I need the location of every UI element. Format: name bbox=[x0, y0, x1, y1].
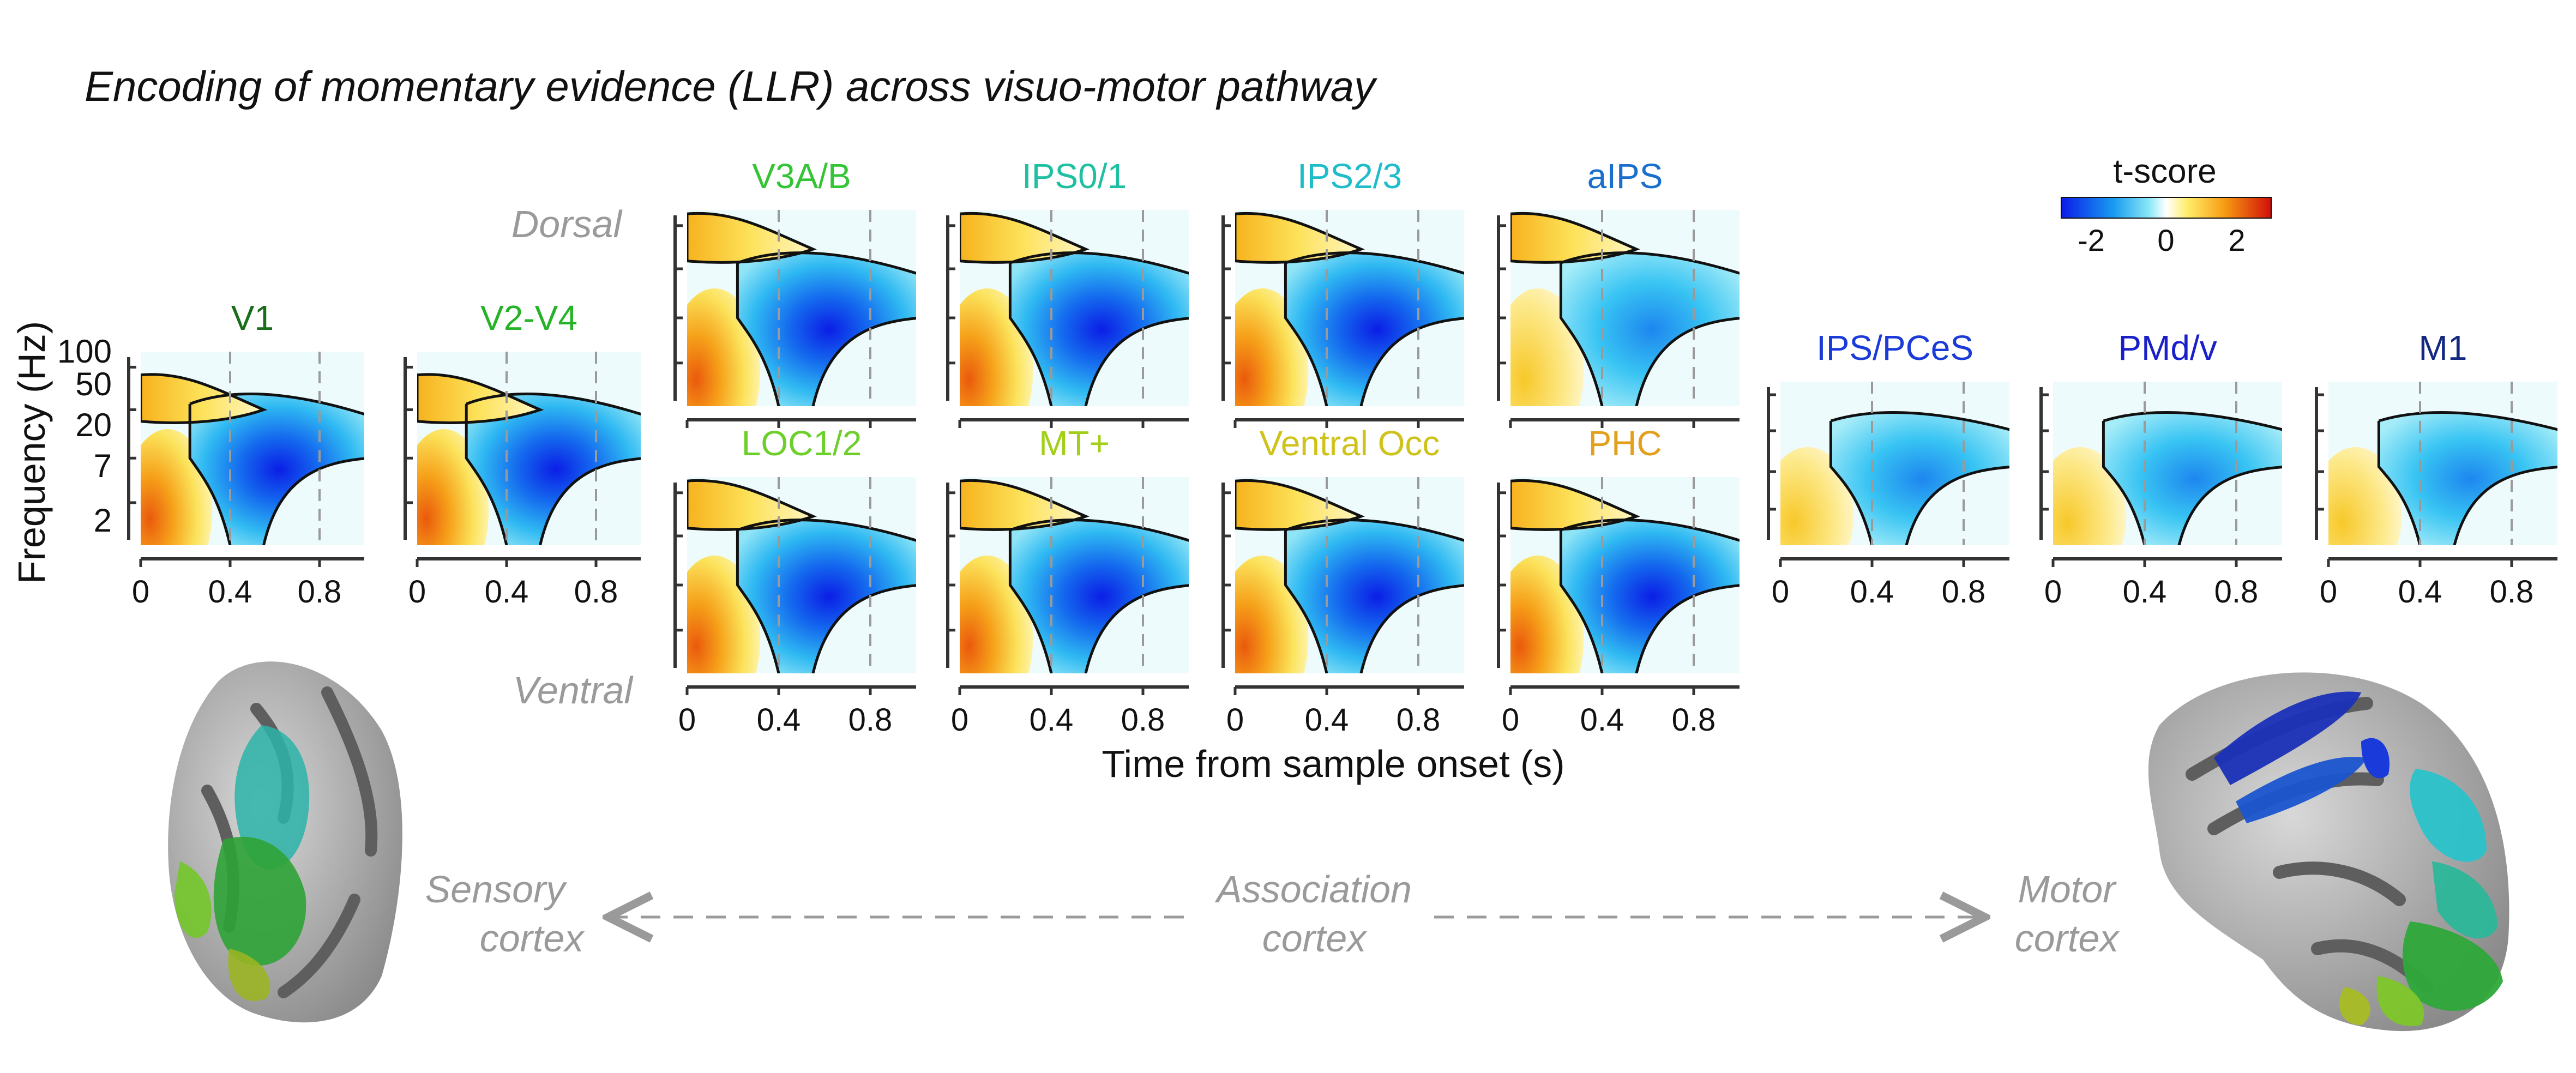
tf-map-phc bbox=[1510, 477, 1740, 673]
sensory-line2: cortex bbox=[480, 917, 586, 960]
x-tick-v2v4-0: 0 bbox=[408, 574, 426, 610]
brain-right-illustration bbox=[2148, 672, 2509, 1032]
colorbar-gradient bbox=[2061, 197, 2272, 219]
panel-title-pmdv: PMd/v bbox=[2118, 328, 2217, 367]
tf-map-ipspces bbox=[1780, 382, 2009, 545]
panel-mt: 0 0.4 0.8 MT+ bbox=[946, 424, 1189, 738]
x-tick-mt-2: 0.8 bbox=[1121, 702, 1165, 738]
x-tick-ventocc-2: 0.8 bbox=[1397, 702, 1441, 738]
x-tick-v2v4-1: 0.4 bbox=[485, 574, 529, 610]
x-tick-phc-0: 0 bbox=[1502, 702, 1519, 738]
x-tick-v1-0: 0 bbox=[132, 574, 149, 610]
x-tick-phc-1: 0.4 bbox=[1580, 702, 1624, 738]
tf-map-mt bbox=[960, 477, 1189, 673]
panel-title-ips23: IPS2/3 bbox=[1297, 156, 1402, 196]
y-tick-50: 50 bbox=[75, 366, 112, 402]
x-axis-label: Time from sample onset (s) bbox=[1102, 743, 1564, 785]
panel-ips23: IPS2/3 bbox=[1221, 156, 1464, 428]
association-line1: Association bbox=[1214, 868, 1412, 911]
panel-phc: 0 0.4 0.8 PHC bbox=[1497, 424, 1740, 738]
ventral-label: Ventral bbox=[513, 669, 634, 712]
x-tick-loc12-0: 0 bbox=[678, 702, 696, 738]
y-axis-label: Frequency (Hz) bbox=[10, 321, 53, 584]
x-tick-pmdv-0: 0 bbox=[2044, 574, 2062, 610]
colorbar-tick-0: 0 bbox=[2157, 223, 2174, 257]
motor-line2: cortex bbox=[2015, 917, 2121, 960]
x-tick-mt-0: 0 bbox=[951, 702, 968, 738]
panel-ips01: IPS0/1 bbox=[946, 156, 1189, 428]
panel-title-ventocc: Ventral Occ bbox=[1260, 424, 1440, 463]
y-tick-7: 7 bbox=[94, 448, 112, 484]
association-line2: cortex bbox=[1262, 917, 1368, 960]
panel-title-ips01: IPS0/1 bbox=[1022, 156, 1127, 196]
tf-map-v1 bbox=[141, 352, 364, 545]
panel-ipspces: 0 0.4 0.8 IPS/PCeS bbox=[1767, 328, 2009, 610]
tf-map-m1 bbox=[2328, 382, 2557, 545]
panel-title-m1: M1 bbox=[2419, 328, 2467, 367]
x-tick-v2v4-2: 0.8 bbox=[574, 574, 618, 610]
tf-panels: 0 0.4 0.8 V1 0 0.4 0.8 V2-V4 V3A/B IPS0/1 IPS2/3 aI… bbox=[127, 156, 2557, 738]
tf-map-loc12 bbox=[687, 477, 916, 673]
colorbar-tick-neg2: -2 bbox=[2078, 223, 2105, 257]
y-tick-2: 2 bbox=[94, 502, 112, 539]
panel-title-aips: aIPS bbox=[1587, 156, 1663, 196]
x-tick-m1-0: 0 bbox=[2320, 574, 2337, 610]
brain-left-illustration bbox=[168, 661, 402, 1023]
colorbar: t-score -2 0 2 bbox=[2061, 153, 2272, 257]
figure-title: Encoding of momentary evidence (LLR) acr… bbox=[85, 62, 1377, 110]
panel-pmdv: 0 0.4 0.8 PMd/v bbox=[2039, 328, 2282, 610]
panel-v3ab: V3A/B bbox=[673, 156, 916, 428]
y-tick-labels: 100 50 20 7 2 bbox=[57, 333, 112, 539]
x-tick-mt-1: 0.4 bbox=[1030, 702, 1074, 738]
panel-title-ipspces: IPS/PCeS bbox=[1816, 328, 1973, 367]
x-tick-ventocc-0: 0 bbox=[1226, 702, 1244, 738]
panel-m1: 0 0.4 0.8 M1 bbox=[2315, 328, 2557, 610]
dorsal-label: Dorsal bbox=[511, 203, 623, 245]
panel-title-v3ab: V3A/B bbox=[752, 156, 851, 196]
panel-title-v2v4: V2-V4 bbox=[480, 298, 577, 337]
panel-title-v1: V1 bbox=[231, 298, 274, 337]
tf-map-v3ab bbox=[687, 210, 916, 406]
pathway-annotation: Sensory cortex Association cortex Motor … bbox=[425, 868, 2121, 960]
x-tick-ipspces-1: 0.4 bbox=[1850, 574, 1894, 610]
x-tick-loc12-1: 0.4 bbox=[757, 702, 801, 738]
panel-title-loc12: LOC1/2 bbox=[742, 424, 862, 463]
x-tick-v1-2: 0.8 bbox=[298, 574, 342, 610]
x-tick-v1-1: 0.4 bbox=[208, 574, 252, 610]
x-tick-ipspces-0: 0 bbox=[1772, 574, 1789, 610]
x-tick-m1-2: 0.8 bbox=[2490, 574, 2534, 610]
colorbar-title: t-score bbox=[2113, 153, 2216, 190]
panel-loc12: 0 0.4 0.8 LOC1/2 bbox=[673, 424, 916, 738]
colorbar-tick-2: 2 bbox=[2228, 223, 2245, 257]
tf-map-ips01 bbox=[960, 210, 1189, 406]
y-tick-20: 20 bbox=[75, 407, 112, 443]
x-tick-ipspces-2: 0.8 bbox=[1942, 574, 1986, 610]
tf-map-v2v4 bbox=[417, 352, 641, 545]
x-tick-phc-2: 0.8 bbox=[1672, 702, 1716, 738]
x-tick-pmdv-2: 0.8 bbox=[2214, 574, 2259, 610]
x-tick-ventocc-1: 0.4 bbox=[1305, 702, 1349, 738]
tf-map-pmdv bbox=[2053, 382, 2282, 545]
x-tick-loc12-2: 0.8 bbox=[848, 702, 893, 738]
panel-v2v4: 0 0.4 0.8 V2-V4 bbox=[404, 298, 641, 610]
y-tick-100: 100 bbox=[57, 333, 112, 370]
panel-ventocc: 0 0.4 0.8 Ventral Occ bbox=[1221, 424, 1464, 738]
x-tick-pmdv-1: 0.4 bbox=[2123, 574, 2167, 610]
panel-title-phc: PHC bbox=[1588, 424, 1662, 463]
tf-map-aips bbox=[1510, 210, 1740, 406]
tf-map-ips23 bbox=[1235, 210, 1464, 406]
tf-map-ventocc bbox=[1235, 477, 1464, 673]
sensory-line1: Sensory bbox=[425, 868, 568, 911]
motor-line1: Motor bbox=[2018, 868, 2117, 911]
panel-title-mt: MT+ bbox=[1039, 424, 1110, 463]
panel-v1: 0 0.4 0.8 V1 bbox=[127, 298, 364, 610]
x-tick-m1-1: 0.4 bbox=[2398, 574, 2442, 610]
panel-aips: aIPS bbox=[1497, 156, 1740, 428]
